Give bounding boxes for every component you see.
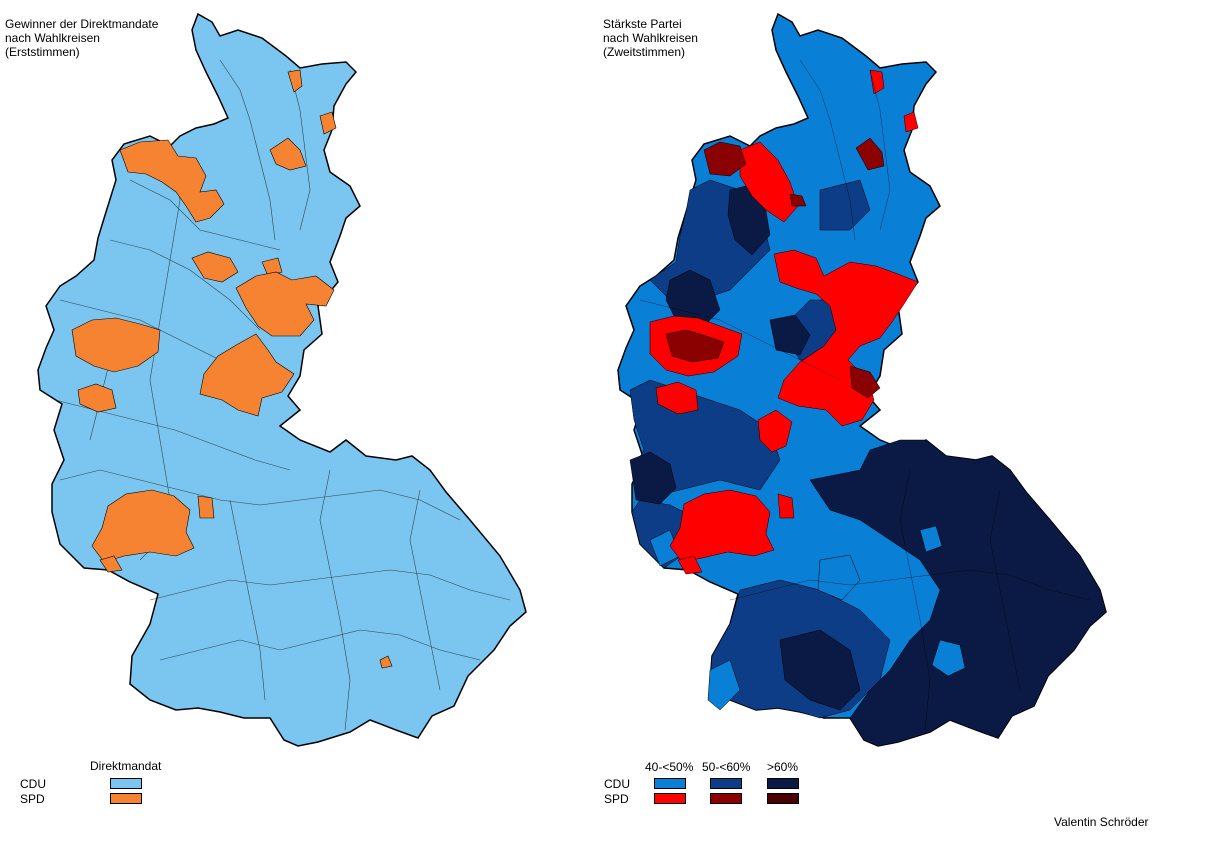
left-map-spd-districts [71,69,393,669]
right-legend-swatch-spd-50-60 [710,793,742,804]
author-credit: Valentin Schröder [1054,815,1149,829]
right-legend-column-2: 50-<60% [702,760,751,774]
right-legend-swatch-cdu-40-50 [654,778,686,789]
right-legend-swatch-spd-40-50 [654,793,686,804]
right-legend-swatch-cdu-over-60 [767,778,799,789]
right-map [617,12,1107,747]
left-map-district-lines [54,59,511,731]
right-legend-column-3: >60% [767,760,799,774]
right-legend-label-spd: SPD [604,792,629,806]
right-legend-swatch-cdu-50-60 [710,778,742,789]
left-map-title: Gewinner der Direktmandate nach Wahlkrei… [5,17,159,59]
right-map-title: Stärkste Partei nach Wahlkreisen (Zweits… [603,17,698,59]
right-map-spd-50-60 [665,137,885,399]
left-legend-swatch-cdu [110,778,142,789]
right-legend-column-1: 40-<50% [645,760,694,774]
left-legend-heading: Direktmandat [90,759,162,773]
right-map-district-lines [639,59,1091,731]
left-map [37,12,527,747]
right-legend-swatch-spd-over-60 [767,793,799,804]
right-legend-label-cdu: CDU [604,777,630,791]
left-legend-label-spd: SPD [20,792,45,806]
left-legend-label-cdu: CDU [20,777,46,791]
right-map-spd-40-50 [649,69,919,575]
left-legend-swatch-spd [110,793,142,804]
